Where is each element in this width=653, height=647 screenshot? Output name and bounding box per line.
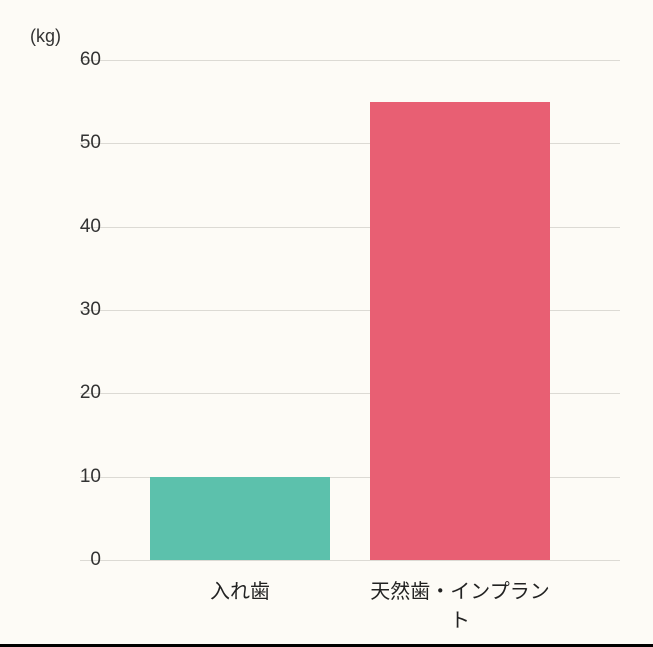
- y-tick-label: 10: [61, 466, 101, 488]
- y-tick-label: 0: [61, 549, 101, 571]
- y-tick-label: 60: [61, 49, 101, 71]
- y-tick-label: 40: [61, 216, 101, 238]
- baseline: [80, 560, 620, 561]
- bar: [150, 477, 330, 560]
- y-tick-label: 20: [61, 382, 101, 404]
- unit-label: (kg): [30, 26, 61, 47]
- y-tick-label: 50: [61, 132, 101, 154]
- chart-container: (kg) 入れ歯天然歯・インプラント 0 10 20 30 40 50 60: [0, 0, 653, 647]
- x-axis-label: 天然歯・インプラント: [370, 575, 550, 633]
- bar: [370, 102, 550, 560]
- y-tick-label: 30: [61, 299, 101, 321]
- plot-area: [80, 60, 620, 560]
- bars: [80, 60, 620, 560]
- x-axis-label: 入れ歯: [150, 575, 330, 633]
- x-axis-labels: 入れ歯天然歯・インプラント: [80, 575, 620, 633]
